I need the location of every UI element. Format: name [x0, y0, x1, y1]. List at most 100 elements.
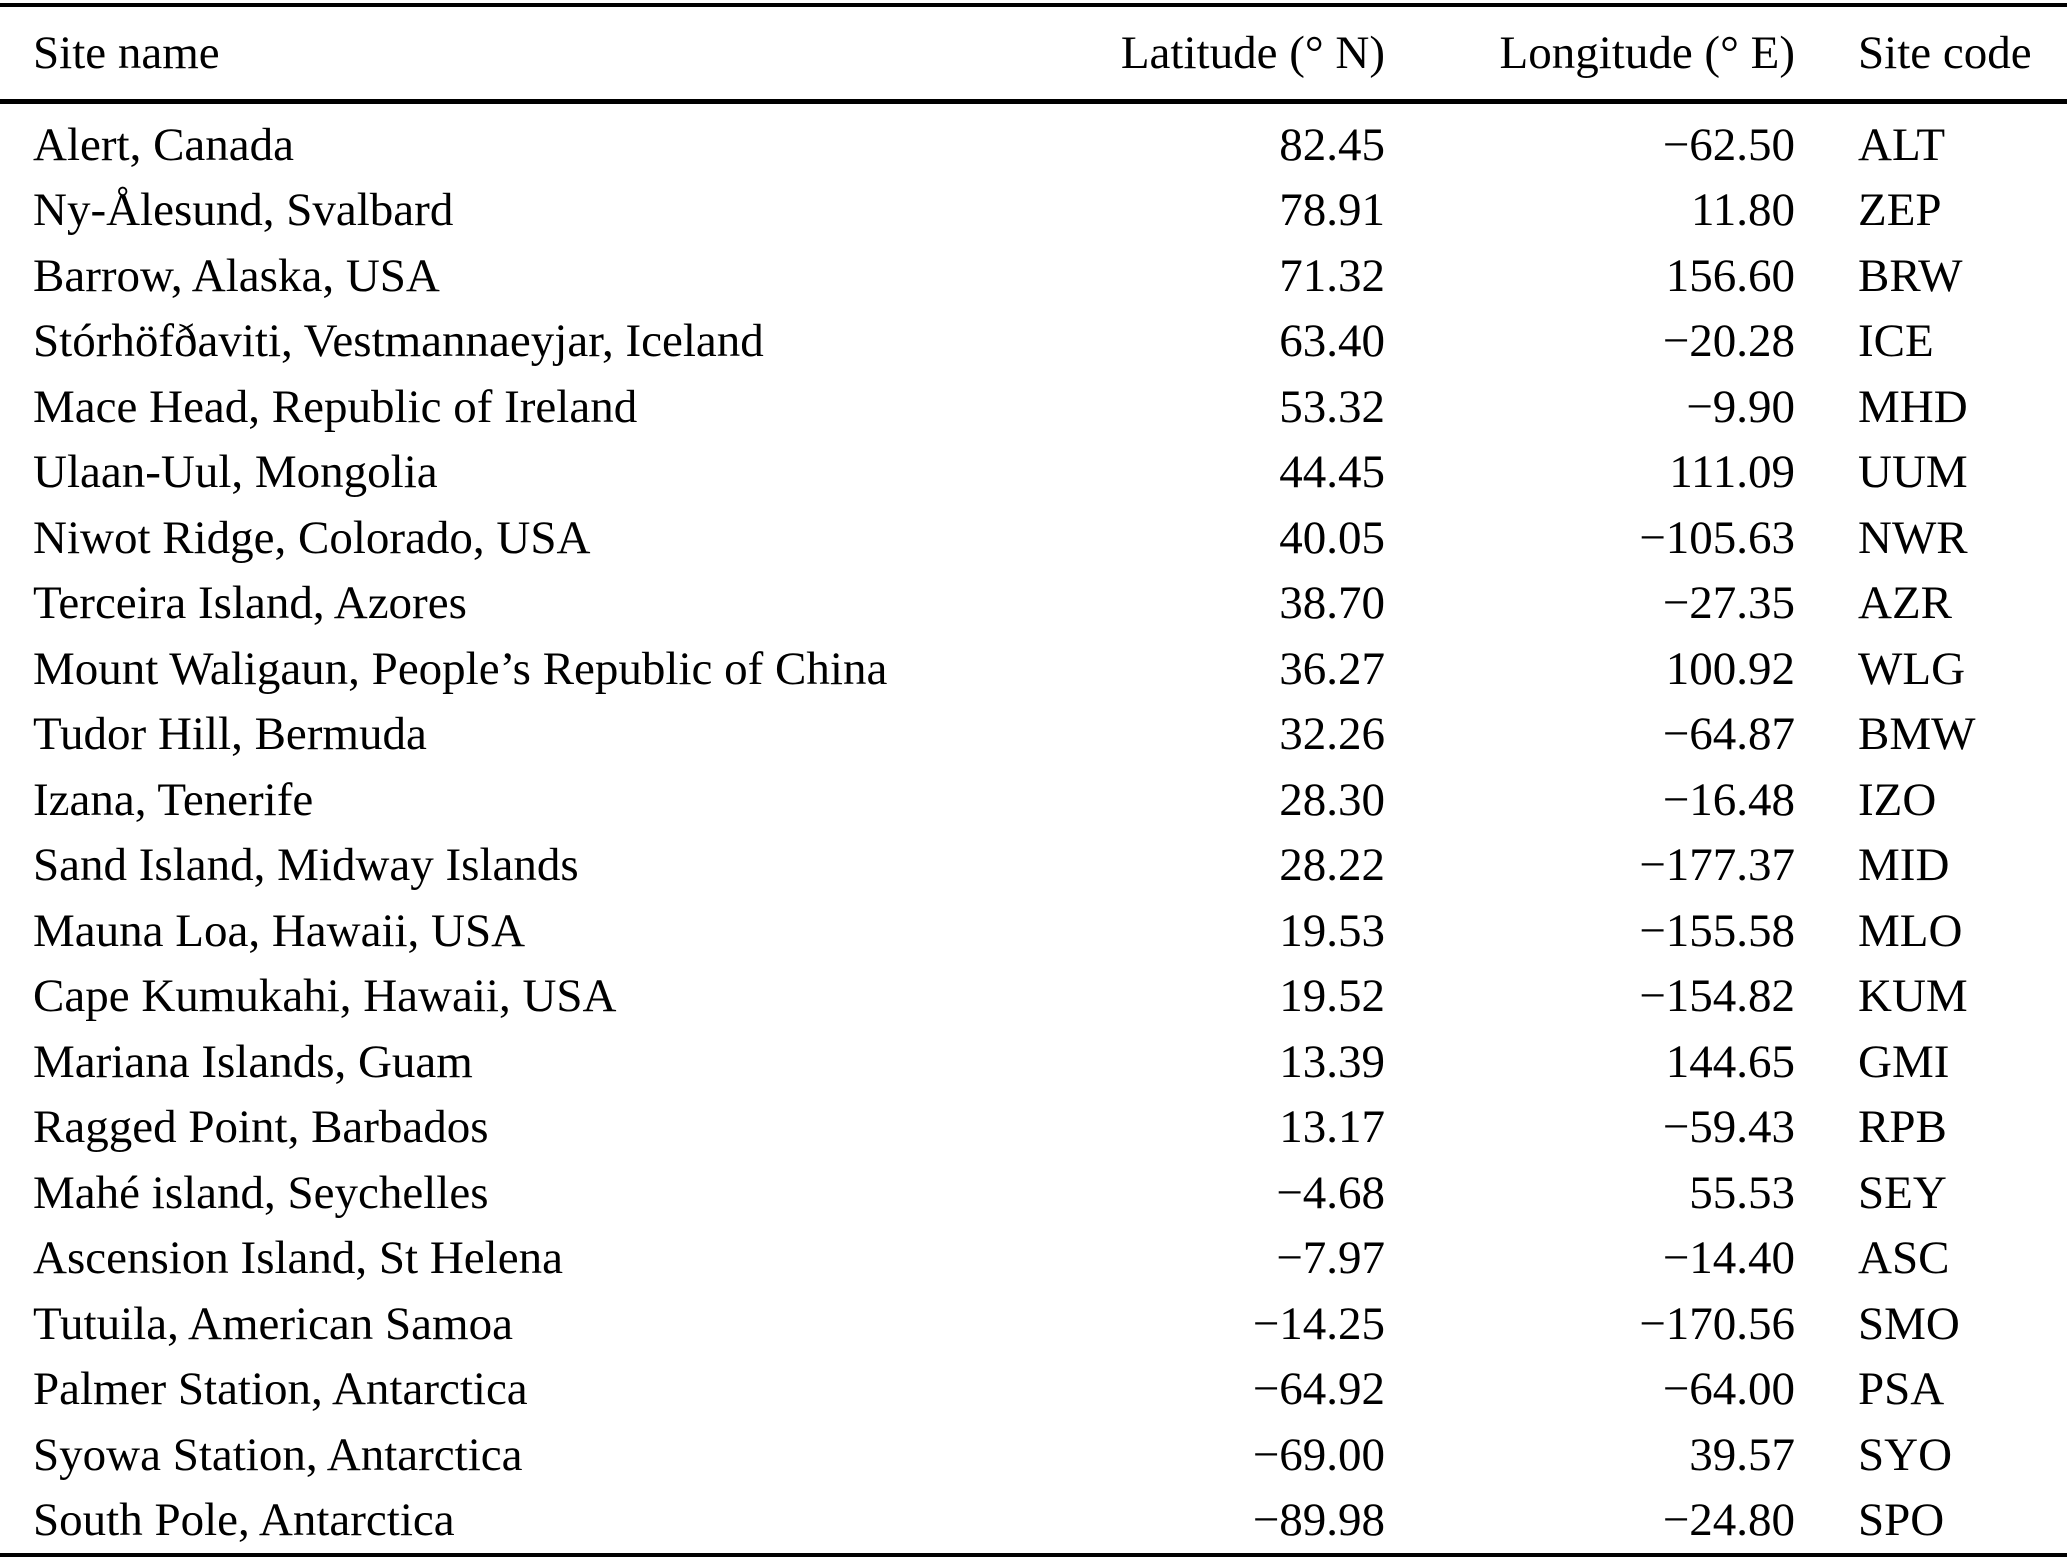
longitude-cell: −62.50	[1662, 118, 1795, 171]
site-name-cell: Palmer Station, Antarctica	[33, 1363, 528, 1416]
table-row: South Pole, Antarctica −89.98 −24.80 SPO	[0, 1488, 2067, 1556]
latitude-cell: −14.25	[1252, 1297, 1385, 1350]
latitude-cell: 19.52	[1279, 970, 1385, 1023]
site-name-cell: South Pole, Antarctica	[33, 1494, 455, 1547]
table-row: Mace Head, Republic of Ireland 53.32 −9.…	[0, 374, 2067, 440]
table-row: Izana, Tenerife 28.30 −16.48 IZO	[0, 767, 2067, 833]
latitude-cell: −64.92	[1252, 1363, 1385, 1416]
header-row: Site name Latitude (° N) Longitude (° E)…	[0, 5, 2067, 104]
longitude-cell: −14.40	[1662, 1232, 1795, 1285]
site-code-cell: MLO	[1858, 904, 1963, 957]
table-row: Tutuila, American Samoa −14.25 −170.56 S…	[0, 1291, 2067, 1357]
latitude-cell: −69.00	[1252, 1428, 1385, 1481]
table-body: Alert, Canada 82.45 −62.50 ALT Ny-Ålesun…	[0, 102, 2067, 1556]
site-code-cell: SYO	[1858, 1428, 1953, 1481]
latitude-cell: 53.32	[1279, 380, 1385, 433]
site-code-cell: MHD	[1858, 380, 1968, 433]
latitude-cell: 19.53	[1279, 904, 1385, 957]
site-name-cell: Alert, Canada	[33, 118, 295, 171]
latitude-cell: −89.98	[1252, 1494, 1385, 1547]
latitude-cell: 44.45	[1279, 446, 1385, 499]
table-row: Barrow, Alaska, USA 71.32 156.60 BRW	[0, 243, 2067, 309]
table-row: Ulaan-Uul, Mongolia 44.45 111.09 UUM	[0, 440, 2067, 506]
latitude-cell: 71.32	[1279, 249, 1385, 302]
table-row: Ragged Point, Barbados 13.17 −59.43 RPB	[0, 1095, 2067, 1161]
table-row: Alert, Canada 82.45 −62.50 ALT	[0, 102, 2067, 178]
site-name-cell: Tudor Hill, Bermuda	[33, 708, 427, 761]
table-row: Mauna Loa, Hawaii, USA 19.53 −155.58 MLO	[0, 898, 2067, 964]
site-name-cell: Sand Island, Midway Islands	[33, 839, 579, 892]
longitude-cell: 11.80	[1690, 184, 1795, 237]
longitude-cell: 156.60	[1665, 249, 1795, 302]
longitude-cell: −16.48	[1662, 773, 1795, 826]
site-code-cell: UUM	[1858, 446, 1968, 499]
longitude-cell: −59.43	[1662, 1101, 1795, 1154]
site-name-cell: Mace Head, Republic of Ireland	[33, 380, 638, 433]
site-name-cell: Mount Waligaun, People’s Republic of Chi…	[33, 642, 888, 695]
table-row: Ny-Ålesund, Svalbard 78.91 11.80 ZEP	[0, 178, 2067, 244]
site-code-cell: ICE	[1858, 315, 1934, 368]
table-row: Mahé island, Seychelles −4.68 55.53 SEY	[0, 1160, 2067, 1226]
table-row: Sand Island, Midway Islands 28.22 −177.3…	[0, 833, 2067, 899]
table-row: Niwot Ridge, Colorado, USA 40.05 −105.63…	[0, 505, 2067, 571]
site-name-cell: Mahé island, Seychelles	[33, 1166, 489, 1219]
site-code-cell: WLG	[1858, 642, 1966, 695]
site-code-cell: NWR	[1858, 511, 1968, 564]
latitude-cell: 38.70	[1279, 577, 1385, 630]
site-name-cell: Cape Kumukahi, Hawaii, USA	[33, 970, 617, 1023]
site-table: Site name Latitude (° N) Longitude (° E)…	[0, 3, 2067, 1557]
site-name-cell: Mariana Islands, Guam	[33, 1035, 473, 1088]
column-header-site-name: Site name	[0, 5, 1085, 104]
table-row: Stórhöfðaviti, Vestmannaeyjar, Iceland 6…	[0, 309, 2067, 375]
latitude-cell: 82.45	[1279, 118, 1385, 171]
longitude-cell: 144.65	[1665, 1035, 1795, 1088]
longitude-cell: 100.92	[1665, 642, 1795, 695]
latitude-cell: 63.40	[1279, 315, 1385, 368]
site-name-cell: Izana, Tenerife	[33, 773, 314, 826]
site-code-cell: RPB	[1858, 1101, 1947, 1154]
table-row: Tudor Hill, Bermuda 32.26 −64.87 BMW	[0, 702, 2067, 768]
site-code-cell: ZEP	[1858, 184, 1942, 237]
site-name-cell: Tutuila, American Samoa	[33, 1297, 513, 1350]
column-header-site-code: Site code	[1795, 5, 2067, 104]
site-code-cell: SEY	[1858, 1166, 1947, 1219]
table-row: Terceira Island, Azores 38.70 −27.35 AZR	[0, 571, 2067, 637]
site-code-cell: KUM	[1858, 970, 1968, 1023]
longitude-cell: 39.57	[1689, 1428, 1795, 1481]
site-code-cell: SPO	[1858, 1494, 1945, 1547]
table-row: Mount Waligaun, People’s Republic of Chi…	[0, 636, 2067, 702]
longitude-cell: −64.87	[1662, 708, 1795, 761]
site-code-cell: BRW	[1858, 249, 1963, 302]
table-row: Cape Kumukahi, Hawaii, USA 19.52 −154.82…	[0, 964, 2067, 1030]
site-name-cell: Stórhöfðaviti, Vestmannaeyjar, Iceland	[33, 315, 764, 368]
latitude-cell: 13.17	[1279, 1101, 1385, 1154]
longitude-cell: −20.28	[1662, 315, 1795, 368]
longitude-cell: 55.53	[1689, 1166, 1795, 1219]
longitude-cell: −64.00	[1662, 1363, 1795, 1416]
table-header: Site name Latitude (° N) Longitude (° E)…	[0, 5, 2067, 104]
site-code-cell: ASC	[1858, 1232, 1950, 1285]
table-row: Syowa Station, Antarctica −69.00 39.57 S…	[0, 1422, 2067, 1488]
longitude-cell: −105.63	[1639, 511, 1795, 564]
latitude-cell: 36.27	[1279, 642, 1385, 695]
site-name-cell: Mauna Loa, Hawaii, USA	[33, 904, 526, 957]
site-code-cell: AZR	[1858, 577, 1952, 630]
table-row: Ascension Island, St Helena −7.97 −14.40…	[0, 1226, 2067, 1292]
table-row: Mariana Islands, Guam 13.39 144.65 GMI	[0, 1029, 2067, 1095]
site-code-cell: SMO	[1858, 1297, 1960, 1350]
site-code-cell: IZO	[1858, 773, 1937, 826]
site-code-cell: BMW	[1858, 708, 1976, 761]
latitude-cell: 78.91	[1279, 184, 1385, 237]
site-code-cell: MID	[1858, 839, 1950, 892]
site-name-cell: Terceira Island, Azores	[33, 577, 467, 630]
site-name-cell: Ulaan-Uul, Mongolia	[33, 446, 438, 499]
column-header-longitude: Longitude (° E)	[1385, 5, 1795, 104]
latitude-cell: 28.22	[1279, 839, 1385, 892]
site-name-cell: Niwot Ridge, Colorado, USA	[33, 511, 591, 564]
site-name-cell: Ragged Point, Barbados	[33, 1101, 489, 1154]
site-code-cell: ALT	[1858, 118, 1946, 171]
longitude-cell: 111.09	[1669, 446, 1795, 499]
longitude-cell: −177.37	[1639, 839, 1795, 892]
longitude-cell: −9.90	[1686, 380, 1795, 433]
latitude-cell: −4.68	[1276, 1166, 1385, 1219]
